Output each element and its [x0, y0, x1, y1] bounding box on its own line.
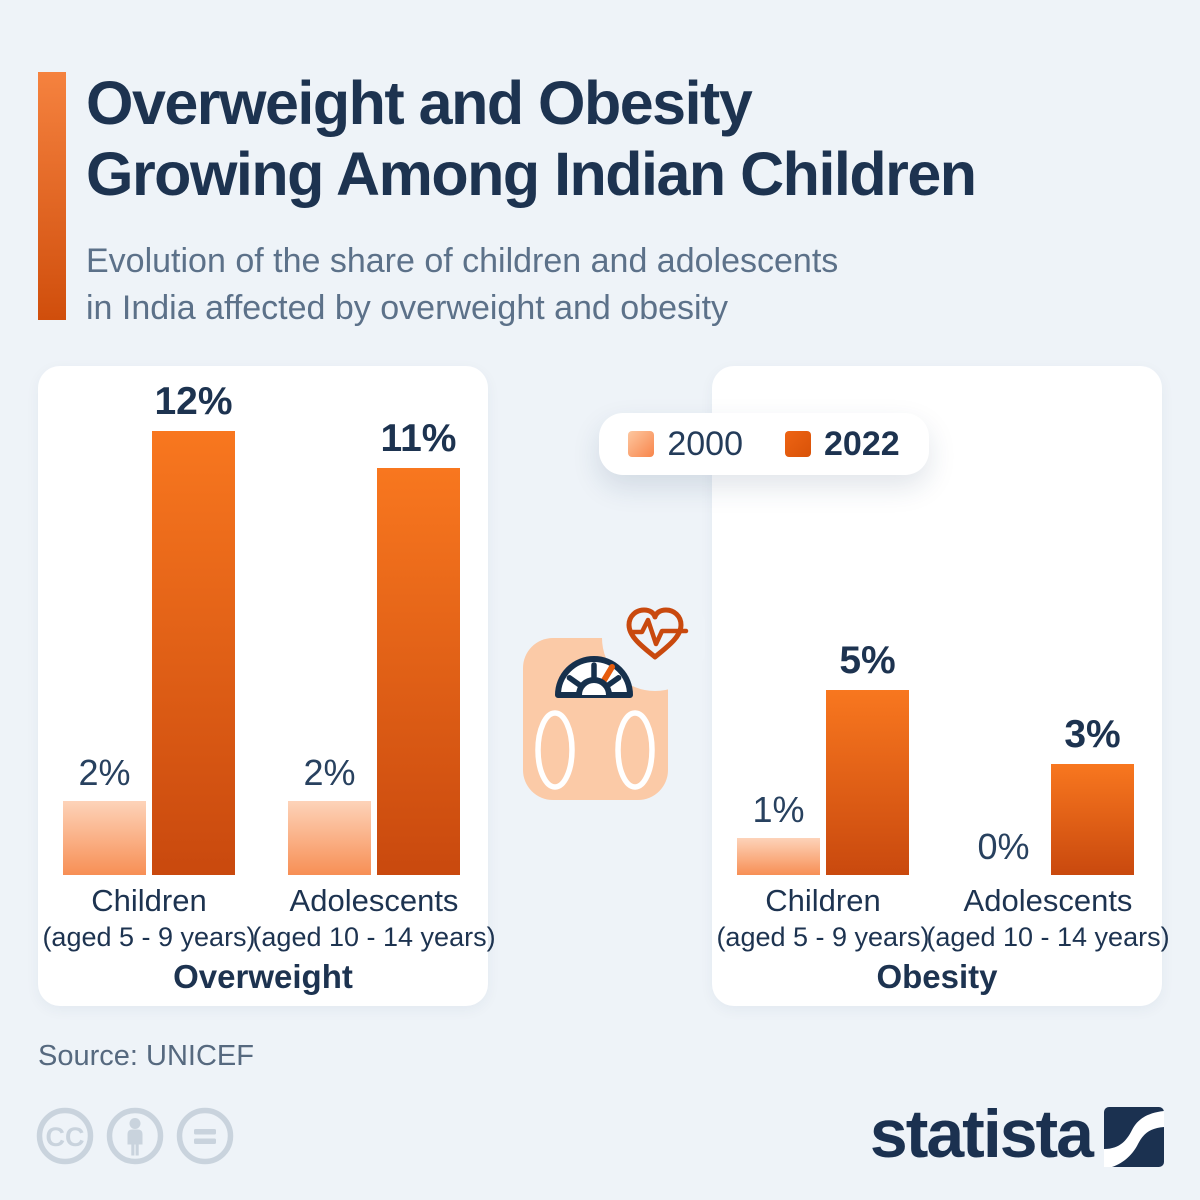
bar-slot: 11%	[377, 417, 460, 875]
license-icons: CC	[36, 1107, 234, 1165]
cc-by-person-icon	[106, 1107, 164, 1165]
svg-text:CC: CC	[46, 1122, 85, 1152]
page-subtitle-line1: Evolution of the share of children and a…	[86, 242, 839, 280]
bar-group-adolescents: 2% 11%	[288, 417, 460, 875]
bar-2022-children	[152, 431, 235, 875]
plot-area: 2% 12% 2% 11%	[38, 366, 488, 875]
bar-slot: 1%	[737, 789, 820, 875]
page-subtitle: Evolution of the share of children and a…	[86, 238, 838, 332]
bar-slot: 0%	[962, 826, 1045, 875]
bar-slot: 2%	[288, 752, 371, 875]
legend-label-2000: 2000	[667, 424, 743, 463]
value-label-2022-children: 12%	[154, 380, 233, 423]
value-label-2000-adolescents: 0%	[977, 826, 1030, 867]
weight-scale-heart-svg	[523, 585, 708, 800]
legend-item-2022: 2022	[785, 425, 900, 464]
legend-swatch-2000	[628, 431, 655, 457]
overweight-chart-card: 2% 12% 2% 11% Children (aged 5 - 9 years) Ado…	[38, 366, 496, 1006]
scale-dial-icon	[555, 656, 633, 698]
bar-2000-adolescents	[288, 801, 371, 875]
legend-label-2022: 2022	[824, 424, 900, 463]
scale-feet	[535, 710, 655, 790]
value-label-2022-adolescents: 3%	[1064, 713, 1121, 756]
legend-item-2000: 2000	[628, 425, 743, 464]
chart-title-overweight: Overweight	[173, 958, 353, 995]
category-label-children: Children (aged 5 - 9 years)	[716, 883, 930, 952]
bar-slot: 12%	[152, 380, 235, 875]
value-label-2000-children: 1%	[752, 789, 805, 830]
legend: 2000 2022	[599, 413, 929, 475]
heart-pulse-icon	[626, 607, 689, 660]
bar-2000-children	[63, 801, 146, 875]
bar-2000-children	[737, 838, 820, 875]
plot-area: 1% 5% 0% 3%	[712, 366, 1162, 875]
statista-wordmark: statista	[869, 1096, 1094, 1172]
category-label-adolescents: Adolescents (aged 10 - 14 years)	[252, 883, 496, 952]
bar-2022-adolescents	[1051, 764, 1134, 875]
value-label-2022-children: 5%	[839, 639, 896, 682]
bar-slot: 2%	[63, 752, 146, 875]
bar-2022-children	[826, 690, 909, 875]
source-text: Source: UNICEF	[38, 1040, 254, 1072]
bar-slot: 3%	[1051, 713, 1134, 875]
category-label-adolescents: Adolescents (aged 10 - 14 years)	[926, 883, 1170, 952]
value-label-2022-adolescents: 11%	[380, 417, 457, 460]
bar-group-adolescents: 0% 3%	[962, 713, 1134, 875]
legend-swatch-2022	[785, 431, 811, 457]
bar-group-children: 2% 12%	[63, 380, 235, 875]
title-accent-bar	[38, 72, 66, 320]
page-title-line1: Overweight and Obesity	[86, 69, 753, 137]
category-label-children: Children (aged 5 - 9 years)	[42, 883, 256, 952]
bar-group-children: 1% 5%	[737, 639, 909, 875]
page-title-line2: Growing Among Indian Children	[86, 140, 977, 208]
bar-slot: 5%	[826, 639, 909, 875]
cc-nd-equals-icon	[176, 1107, 234, 1165]
page-subtitle-line2: in India affected by overweight and obes…	[86, 289, 729, 327]
chart-title-obesity: Obesity	[876, 958, 998, 995]
weight-scale-icon	[505, 585, 708, 815]
page-title: Overweight and Obesity Growing Among Ind…	[86, 68, 977, 210]
value-label-2000-children: 2%	[78, 752, 131, 793]
statista-swoosh-icon	[1104, 1107, 1164, 1167]
bar-2022-adolescents	[377, 468, 460, 875]
cc-icon: CC	[36, 1107, 94, 1165]
value-label-2000-adolescents: 2%	[303, 752, 356, 793]
statista-logo: statista	[869, 1096, 1164, 1172]
